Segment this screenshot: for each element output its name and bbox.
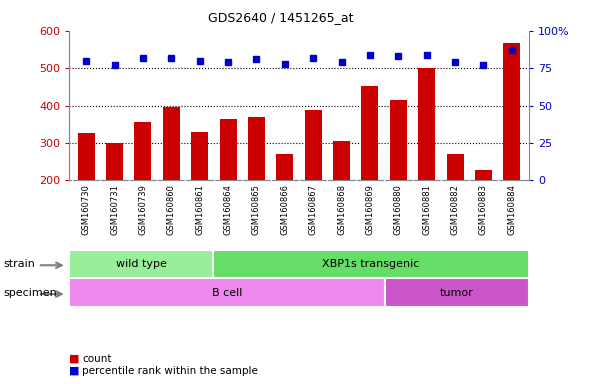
Bar	[248, 117, 265, 255]
Text: ■: ■	[69, 366, 79, 376]
Text: GSM160865: GSM160865	[252, 184, 261, 235]
Text: XBP1s transgenic: XBP1s transgenic	[322, 259, 419, 269]
Bar	[447, 154, 463, 255]
Text: GSM160730: GSM160730	[82, 184, 91, 235]
Bar	[106, 143, 123, 255]
Text: GSM160739: GSM160739	[138, 184, 147, 235]
Bar	[361, 86, 379, 255]
Text: count: count	[82, 354, 112, 364]
Bar	[135, 122, 151, 255]
Text: tumor: tumor	[440, 288, 474, 298]
Bar	[163, 108, 180, 255]
Text: B cell: B cell	[212, 288, 242, 298]
Bar	[390, 100, 407, 255]
Text: GSM160860: GSM160860	[167, 184, 175, 235]
Text: GSM160880: GSM160880	[394, 184, 403, 235]
Text: ■: ■	[69, 354, 79, 364]
Text: specimen: specimen	[3, 288, 56, 298]
Text: strain: strain	[3, 259, 35, 269]
Text: percentile rank within the sample: percentile rank within the sample	[82, 366, 258, 376]
Bar	[191, 132, 208, 255]
Bar	[276, 154, 293, 255]
Bar	[69, 250, 213, 278]
Text: GSM160864: GSM160864	[224, 184, 233, 235]
Text: GSM160882: GSM160882	[451, 184, 460, 235]
Bar	[418, 68, 435, 255]
Text: GDS2640 / 1451265_at: GDS2640 / 1451265_at	[208, 12, 354, 25]
Text: GSM160884: GSM160884	[507, 184, 516, 235]
Text: wild type: wild type	[115, 259, 166, 269]
Bar	[333, 141, 350, 255]
Bar	[219, 119, 237, 255]
Text: GSM160867: GSM160867	[309, 184, 318, 235]
Bar	[78, 133, 95, 255]
Text: GSM160869: GSM160869	[365, 184, 374, 235]
Text: GSM160866: GSM160866	[280, 184, 289, 235]
Text: GSM160883: GSM160883	[479, 184, 488, 235]
Bar	[475, 170, 492, 255]
Text: GSM160731: GSM160731	[110, 184, 119, 235]
Bar	[305, 110, 322, 255]
Bar	[69, 278, 385, 307]
Bar	[385, 278, 529, 307]
Text: GSM160868: GSM160868	[337, 184, 346, 235]
Text: GSM160861: GSM160861	[195, 184, 204, 235]
Text: GSM160881: GSM160881	[423, 184, 431, 235]
Bar	[213, 250, 529, 278]
Bar	[504, 43, 520, 255]
